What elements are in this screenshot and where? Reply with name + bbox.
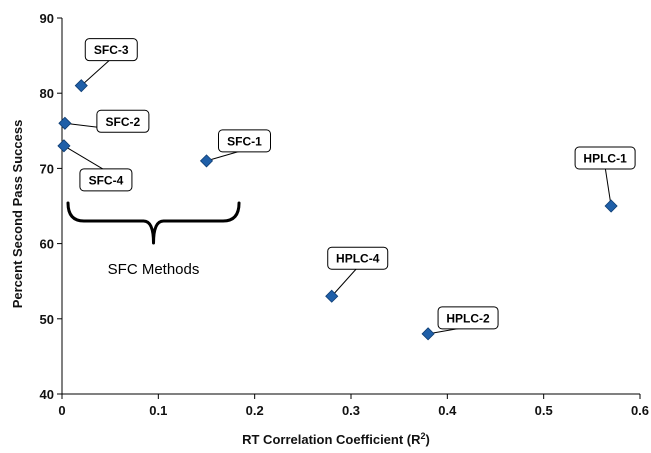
- x-tick-label: 0.4: [438, 403, 457, 418]
- y-tick-label: 80: [40, 86, 54, 101]
- callout-sfc-2: SFC-2: [64, 109, 150, 133]
- tick-labels: 40 50 60 70 80 90 0 0.1 0.2 0.3 0.4 0.5 0.6: [40, 11, 650, 418]
- y-tick-label: 60: [40, 237, 54, 252]
- callout-box: [84, 38, 138, 62]
- point-label: SFC-3: [94, 43, 129, 57]
- callout-leader: [80, 58, 112, 87]
- callout-box: [96, 109, 150, 133]
- point-callouts: SFC-3 SFC-2 SFC-4 SFC-1 HPLC-1 HPLC-4 HPLC-2: [63, 38, 636, 335]
- point-label: SFC-2: [106, 115, 141, 129]
- data-point-hplc-1: [604, 199, 618, 213]
- callout-hplc-1: HPLC-1: [574, 146, 636, 207]
- callout-box: [437, 306, 499, 330]
- point-label: SFC-1: [227, 134, 262, 148]
- data-point-hplc-4: [325, 289, 339, 303]
- x-tick-label: 0.6: [631, 403, 649, 418]
- callout-box: [79, 168, 133, 192]
- callout-sfc-1: SFC-1: [206, 129, 271, 162]
- x-axis-title-sup: 2: [421, 431, 426, 441]
- callout-box: [574, 146, 636, 170]
- x-axis-title: RT Correlation Coefficient (R2): [242, 431, 430, 447]
- callout-hplc-4: HPLC-4: [327, 246, 389, 297]
- y-tick-label: 70: [40, 161, 54, 176]
- callout-leader: [604, 166, 612, 207]
- data-point-sfc-3: [74, 79, 88, 93]
- data-point-sfc-2: [58, 116, 72, 130]
- callout-sfc-4: SFC-4: [63, 145, 133, 192]
- callout-hplc-2: HPLC-2: [427, 306, 499, 335]
- brace-label: SFC Methods: [108, 261, 200, 278]
- callout-box: [327, 246, 389, 270]
- x-tick-label: 0.3: [342, 403, 360, 418]
- x-axis-title-main: RT Correlation Coefficient (R: [242, 432, 421, 447]
- callout-leader: [331, 266, 359, 297]
- x-tick-label: 0.2: [246, 403, 264, 418]
- axes: [57, 17, 641, 399]
- brace-shape: [66, 201, 241, 245]
- point-label: HPLC-1: [583, 152, 627, 166]
- sfc-methods-brace: SFC Methods: [66, 201, 241, 278]
- y-tick-label: 40: [40, 387, 54, 402]
- y-axis-title: Percent Second Pass Success: [10, 120, 25, 309]
- y-tick-label: 50: [40, 312, 54, 327]
- point-label: HPLC-2: [446, 311, 490, 325]
- data-point-hplc-2: [421, 327, 435, 341]
- callout-box: [218, 129, 271, 153]
- data-point-sfc-1: [199, 154, 214, 168]
- callout-sfc-3: SFC-3: [80, 38, 138, 87]
- callout-leader: [63, 145, 107, 172]
- x-tick-label: 0.1: [149, 403, 167, 418]
- x-axis-title-suffix: ): [426, 432, 430, 447]
- point-label: SFC-4: [89, 173, 124, 187]
- x-tick-label: 0.5: [535, 403, 553, 418]
- y-tick-label: 90: [40, 11, 54, 26]
- point-label: HPLC-4: [336, 252, 380, 266]
- x-tick-label: 0: [58, 403, 65, 418]
- data-points: [57, 79, 618, 341]
- data-point-sfc-4: [57, 139, 71, 153]
